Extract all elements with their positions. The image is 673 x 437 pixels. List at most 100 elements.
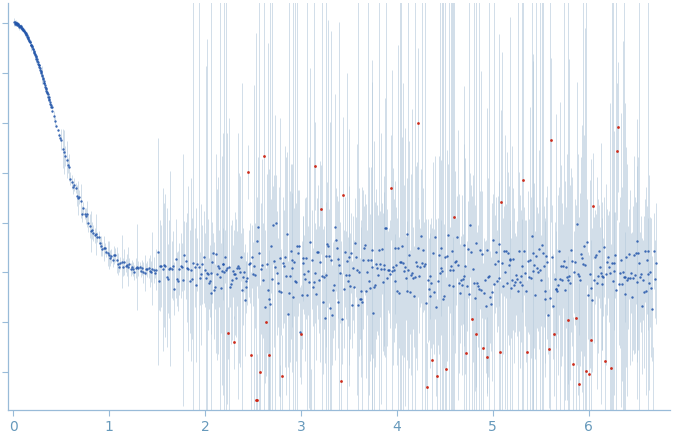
Point: [633, 250, 644, 257]
Point: [446, 248, 457, 255]
Point: [41, 87, 52, 94]
Point: [308, 278, 319, 285]
Point: [39, 80, 50, 87]
Point: [501, 279, 512, 286]
Point: [87, 227, 98, 234]
Point: [228, 339, 239, 346]
Point: [104, 251, 114, 258]
Point: [408, 274, 419, 281]
Point: [173, 277, 184, 284]
Point: [232, 265, 242, 272]
Point: [192, 261, 203, 268]
Point: [137, 264, 147, 271]
Point: [577, 255, 588, 262]
Point: [111, 257, 122, 264]
Point: [69, 181, 79, 188]
Point: [336, 315, 347, 322]
Point: [618, 274, 629, 281]
Point: [291, 243, 302, 250]
Point: [199, 253, 209, 260]
Point: [221, 265, 232, 272]
Point: [280, 253, 291, 260]
Point: [516, 262, 527, 269]
Point: [216, 267, 227, 274]
Point: [16, 24, 27, 31]
Point: [56, 136, 67, 143]
Point: [398, 267, 409, 274]
Point: [254, 250, 264, 257]
Point: [431, 373, 442, 380]
Point: [162, 275, 173, 282]
Point: [399, 264, 410, 271]
Point: [296, 291, 307, 298]
Point: [512, 288, 523, 295]
Point: [552, 288, 563, 295]
Point: [599, 243, 610, 250]
Point: [518, 176, 529, 183]
Point: [249, 272, 260, 279]
Point: [152, 248, 163, 255]
Point: [548, 331, 559, 338]
Point: [476, 287, 487, 294]
Point: [592, 273, 603, 280]
Point: [483, 274, 494, 281]
Point: [37, 75, 48, 82]
Point: [519, 247, 530, 254]
Point: [645, 269, 656, 276]
Point: [132, 264, 143, 271]
Point: [620, 274, 631, 281]
Point: [248, 262, 259, 269]
Point: [479, 290, 489, 297]
Point: [646, 284, 657, 291]
Point: [333, 299, 344, 306]
Point: [330, 236, 341, 243]
Point: [320, 253, 331, 260]
Point: [129, 269, 140, 276]
Point: [383, 267, 394, 274]
Point: [273, 279, 283, 286]
Point: [44, 99, 55, 106]
Point: [466, 315, 477, 322]
Point: [325, 305, 336, 312]
Point: [267, 275, 277, 282]
Point: [44, 97, 55, 104]
Point: [485, 294, 495, 301]
Point: [600, 357, 610, 364]
Point: [437, 267, 448, 274]
Point: [524, 257, 535, 264]
Point: [225, 281, 236, 288]
Point: [544, 345, 555, 352]
Point: [28, 45, 38, 52]
Point: [194, 275, 205, 282]
Point: [393, 244, 404, 251]
Point: [456, 277, 466, 284]
Point: [496, 198, 507, 205]
Point: [604, 270, 615, 277]
Point: [469, 294, 480, 301]
Point: [446, 263, 456, 270]
Point: [31, 53, 42, 60]
Point: [453, 261, 464, 268]
Point: [328, 281, 339, 288]
Point: [92, 234, 103, 241]
Point: [81, 210, 92, 217]
Point: [34, 65, 45, 72]
Point: [63, 162, 73, 169]
Point: [647, 305, 658, 312]
Point: [165, 265, 176, 272]
Point: [604, 263, 614, 270]
Point: [431, 304, 441, 311]
Point: [614, 280, 625, 287]
Point: [473, 282, 484, 289]
Point: [404, 288, 415, 295]
Point: [142, 266, 153, 273]
Point: [566, 246, 577, 253]
Point: [26, 43, 37, 50]
Point: [308, 284, 318, 291]
Point: [444, 267, 455, 274]
Point: [514, 278, 525, 285]
Point: [550, 286, 561, 293]
Point: [220, 253, 231, 260]
Point: [359, 245, 369, 252]
Point: [51, 122, 62, 129]
